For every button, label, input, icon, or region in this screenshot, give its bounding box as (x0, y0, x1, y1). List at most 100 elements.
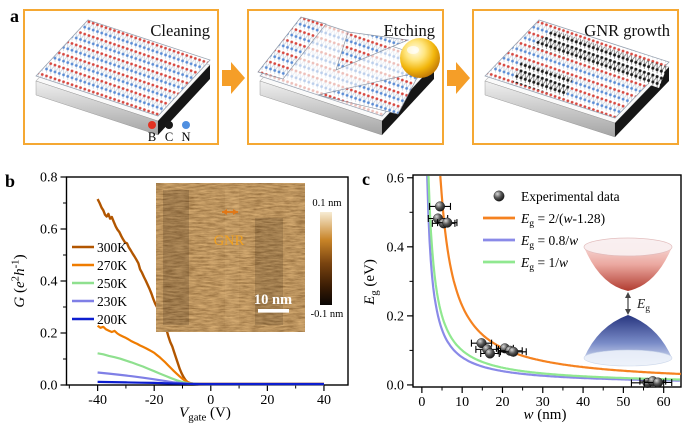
fit-curve (439, 175, 681, 376)
hbn-lattice-sheet (35, 19, 211, 117)
data-point (470, 338, 493, 349)
panel-c: c 0 10 20 30 40 50 60 0.0 0.2 0.4 0.6 w (nm) Eg (eV)… (362, 169, 682, 423)
legend-label-270K: 270K (97, 258, 127, 273)
catalyst-nanoparticle (400, 38, 440, 78)
y-tick-label: 0.2 (40, 327, 58, 342)
hbn-lattice-sheet (484, 19, 670, 119)
x-tick-label: 60 (657, 395, 671, 410)
panel-a: a Cleaning B C N (10, 6, 679, 145)
x-axis-title: w (nm) (524, 407, 567, 423)
gnr-patch (513, 62, 573, 98)
x-tick-label: 30 (536, 395, 550, 410)
legend-label-curve: Eg = 0.8/w (520, 233, 578, 251)
panel-a-label: a (10, 6, 19, 26)
colorbar-min-label: -0.1 nm (311, 309, 344, 320)
substrate-side-face (158, 65, 210, 135)
gnr-annotation: GNR (214, 233, 245, 249)
series-270K (96, 324, 324, 386)
cone-rim (583, 237, 673, 257)
scalebar (258, 309, 289, 313)
process-arrow-icon (447, 62, 470, 94)
data-point (499, 346, 527, 357)
flake-strip (257, 16, 327, 80)
x-tick-label: -20 (145, 393, 164, 408)
gap-arrow-icon (625, 292, 631, 315)
x-axis-title: Vgate (V) (179, 405, 231, 424)
dirac-cone-inset: Eg (583, 237, 673, 367)
atom-c-label: C (165, 130, 173, 144)
gnr-ribbon (531, 30, 667, 88)
legend-label-curve: Eg = 2/(w-1.28) (520, 211, 605, 229)
conductance-plot: -40 -20 0 20 40 0.0 0.2 0.4 0.6 0.8 Vgate (V) G (e2… (9, 171, 349, 424)
panel-c-label: c (362, 169, 370, 189)
legend-marker-experimental (493, 190, 505, 202)
x-tick-label: 20 (260, 393, 274, 408)
legend-label-curve: Eg = 1/w (520, 255, 568, 273)
scalebar-label: 10 nm (254, 292, 292, 308)
step-cleaning: Cleaning B C N (23, 9, 219, 145)
x-tick-label: 40 (576, 395, 590, 410)
legend-label-250K: 250K (97, 276, 127, 291)
data-point (428, 201, 452, 212)
legend-label-300K: 300K (97, 240, 127, 255)
nanoparticle-highlight (407, 46, 419, 54)
flake-wedge-upper (335, 31, 410, 71)
x-tick-label: 50 (616, 395, 630, 410)
data-point (643, 377, 673, 388)
x-tick-label: 0 (418, 395, 425, 410)
step-title: GNR growth (584, 21, 670, 40)
atom-n-label: N (181, 130, 190, 144)
y-tick-label: 0.4 (387, 240, 405, 255)
colorbar-max-label: 0.1 nm (312, 198, 341, 209)
fit-curve (427, 175, 680, 381)
gap-label-text: Eg (636, 296, 650, 314)
substrate-side-face (382, 65, 434, 135)
atom-c-dot (165, 121, 173, 129)
x-tick-label: 10 (455, 395, 469, 410)
gap-label: Eg (636, 296, 650, 314)
data-point (437, 217, 458, 228)
atom-legend: B C N (148, 121, 191, 144)
series-250K (97, 352, 324, 386)
cone-base-rim (583, 349, 673, 367)
y-tick-label: 0.4 (40, 275, 58, 290)
y-tick-label: 0.0 (40, 379, 58, 394)
panel-b-label: b (5, 171, 15, 191)
atom-b-dot (148, 121, 156, 129)
flake-wedge-lower (317, 71, 421, 115)
afm-dark-band-left (163, 190, 189, 325)
x-tick-label: 20 (495, 395, 509, 410)
panel-b: b -40 -20 0 20 40 0.0 0.2 0.4 0.6 0.8 Vgate (V) G (… (5, 171, 349, 424)
gnr-stripe (225, 190, 239, 325)
legend-label-200K: 200K (97, 312, 127, 327)
fit-curve (426, 175, 680, 382)
y-tick-label: 0.6 (387, 171, 405, 186)
x-tick-label: 40 (317, 393, 331, 408)
series-200K (97, 380, 324, 386)
legend-label-experimental: Experimental data (521, 189, 620, 204)
step-etching: Etching (247, 9, 444, 145)
step-gnr-growth: GNR growth (472, 9, 679, 145)
atom-b-label: B (148, 130, 156, 144)
y-tick-label: 0.2 (387, 309, 405, 324)
bandgap-plot: 0 10 20 30 40 50 60 0.0 0.2 0.4 0.6 w (nm) Eg (eV) Ex… (362, 171, 682, 423)
atom-n-dot (182, 121, 190, 129)
y-tick-label: 0.8 (40, 171, 58, 186)
afm-colorbar: 0.1 nm -0.1 nm (311, 198, 344, 320)
y-axis-title: Eg (eV) (362, 259, 381, 306)
step-title: Etching (384, 21, 435, 40)
y-tick-label: 0.0 (387, 378, 405, 393)
afm-inset: GNR 10 nm (163, 190, 298, 325)
x-tick-label: 0 (207, 393, 214, 408)
legend-label-230K: 230K (97, 294, 127, 309)
step-title: Cleaning (150, 21, 210, 40)
data-point (480, 348, 500, 359)
y-axis-title: G (e2h-1) (9, 254, 28, 307)
x-tick-label: -40 (88, 393, 107, 408)
width-arrow-icon (222, 209, 238, 215)
afm-dark-band-right (255, 218, 283, 325)
process-arrow-icon (222, 62, 245, 94)
y-tick-label: 0.6 (40, 223, 58, 238)
colorbar-gradient (320, 212, 332, 305)
